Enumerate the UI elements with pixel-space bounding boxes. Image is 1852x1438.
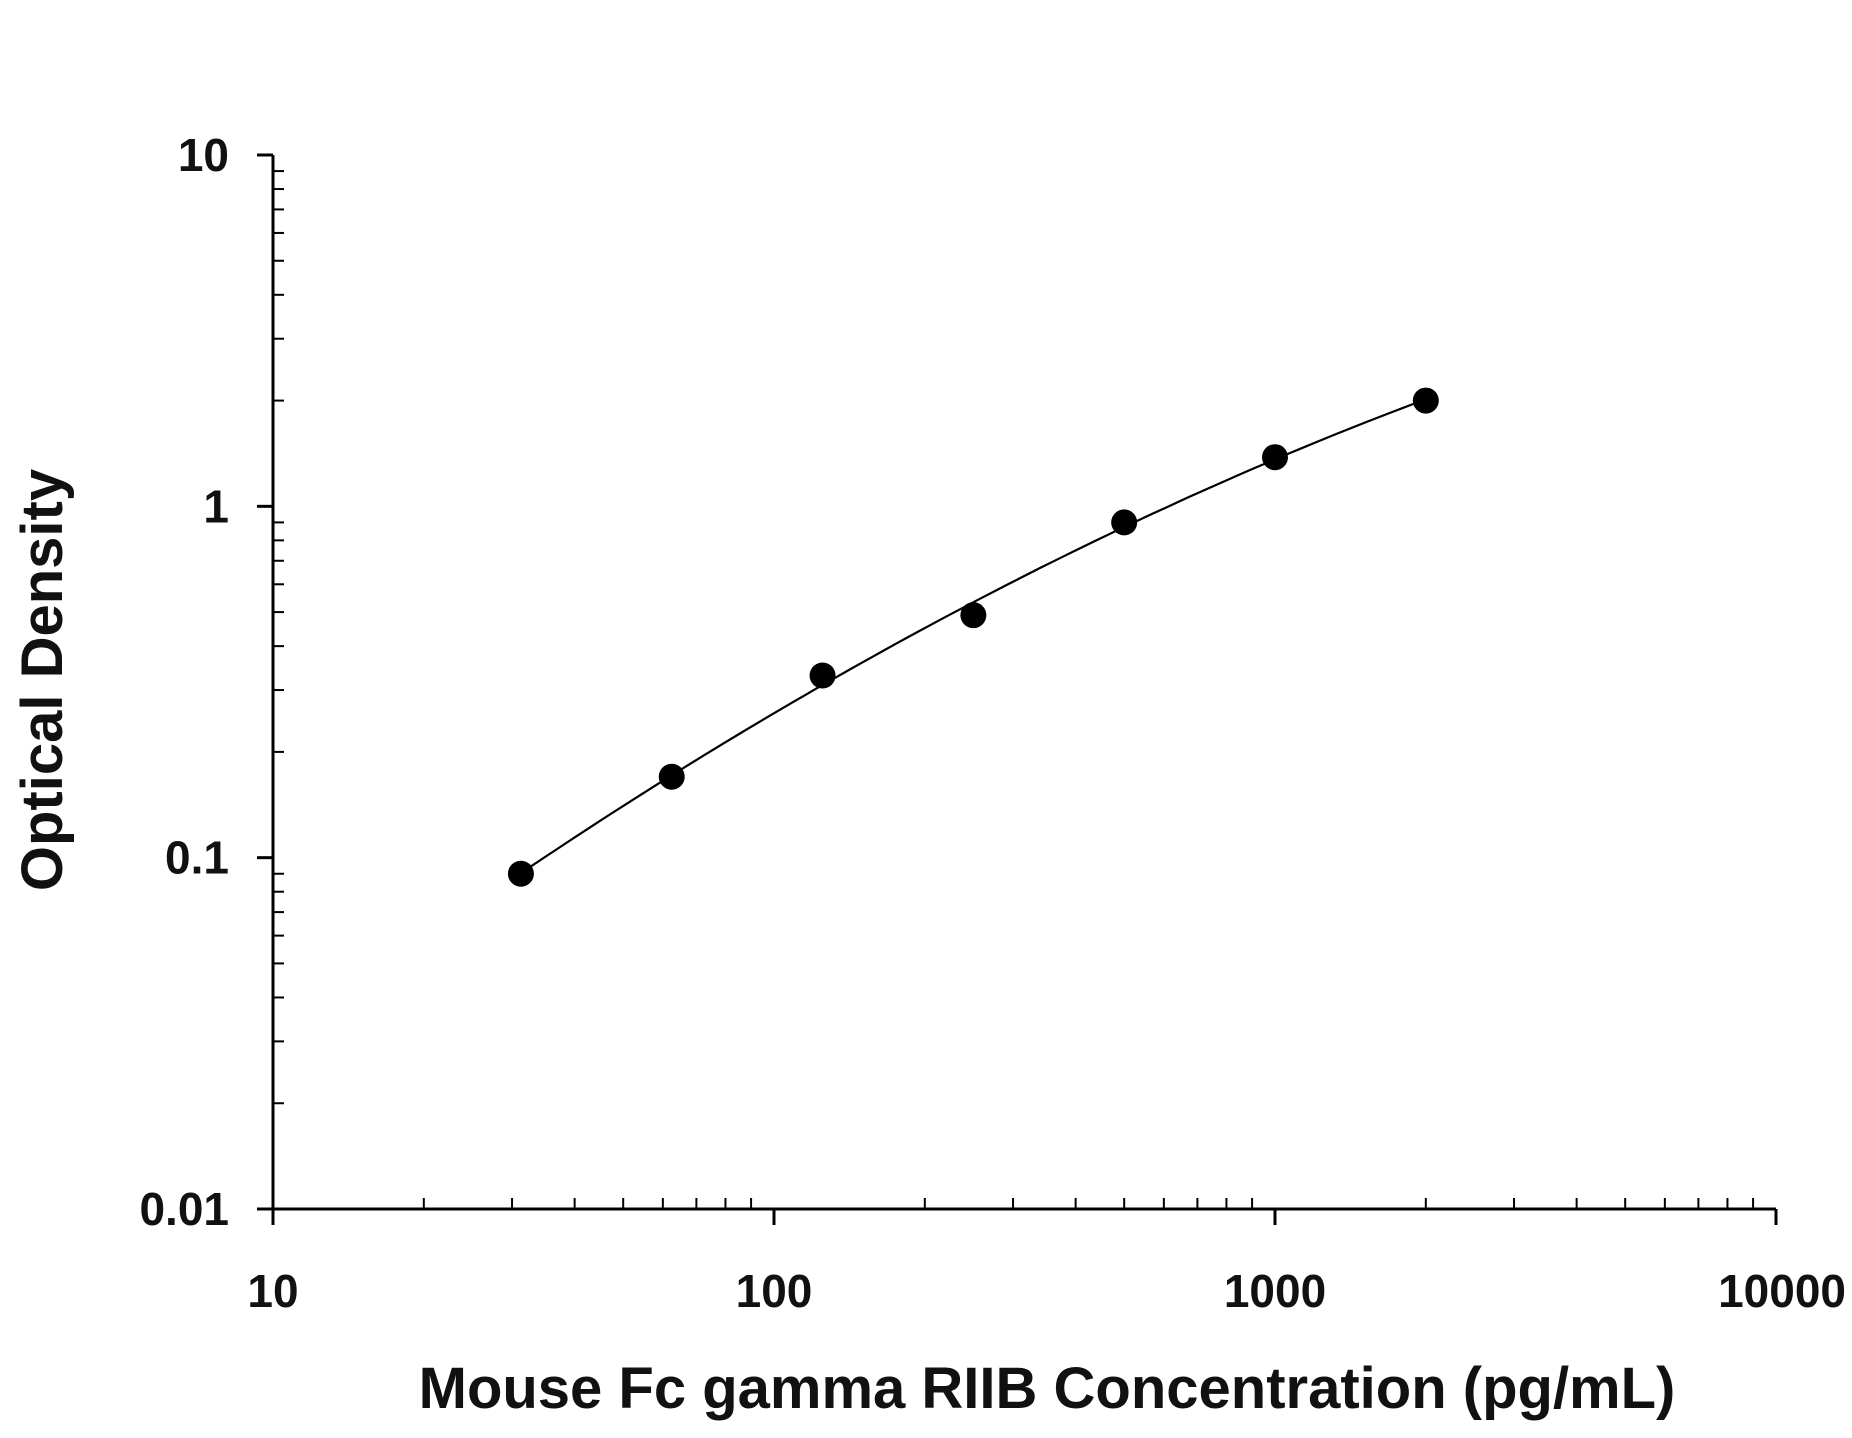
y-tick-label: 0.01 [139, 1183, 229, 1235]
tick-labels: 0.01 0.1 1 10 10 100 1000 10000 [139, 129, 1846, 1317]
x-tick-label: 10000 [1718, 1265, 1846, 1317]
data-point [507, 860, 534, 887]
data-point [1412, 387, 1439, 414]
axes [271, 155, 1776, 1211]
y-tick-label: 10 [178, 129, 229, 181]
data-point [1262, 444, 1288, 471]
x-tick-label: 10 [247, 1265, 298, 1317]
x-tick-label: 1000 [1224, 1265, 1326, 1317]
x-tick-label: 100 [736, 1265, 813, 1317]
x-axis-title: Mouse Fc gamma RIIB Concentration (pg/mL… [419, 1356, 1676, 1421]
ticks [257, 153, 1778, 1225]
fit-curve [520, 398, 1427, 875]
data-point [658, 763, 685, 790]
data-points [507, 387, 1439, 887]
data-point [1111, 509, 1138, 536]
data-point [809, 662, 836, 689]
y-tick-label: 0.1 [165, 832, 229, 884]
y-tick-label: 1 [203, 480, 229, 532]
fit-curve-group [520, 398, 1427, 875]
y-axis-title: Optical Density [10, 469, 75, 891]
data-point [960, 602, 987, 629]
